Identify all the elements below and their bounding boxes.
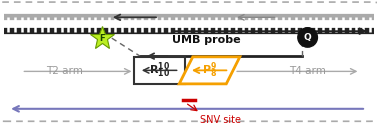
- Text: $\mathbf{P}^{\mathbf{9}}_{\mathbf{8}}$: $\mathbf{P}^{\mathbf{9}}_{\mathbf{8}}$: [202, 60, 217, 80]
- FancyBboxPatch shape: [135, 57, 185, 84]
- Text: UMB probe: UMB probe: [172, 35, 240, 45]
- Text: $\mathbf{R}^{\mathbf{10}}_{\mathbf{10}}$: $\mathbf{R}^{\mathbf{10}}_{\mathbf{10}}$: [149, 60, 170, 80]
- Text: Q: Q: [304, 33, 311, 42]
- Polygon shape: [179, 57, 240, 84]
- FancyBboxPatch shape: [0, 2, 378, 121]
- Text: F: F: [99, 34, 105, 43]
- Text: SNV site: SNV site: [200, 115, 241, 125]
- Text: T4 arm: T4 arm: [289, 66, 326, 76]
- Text: T2 arm: T2 arm: [46, 66, 83, 76]
- Ellipse shape: [298, 28, 318, 47]
